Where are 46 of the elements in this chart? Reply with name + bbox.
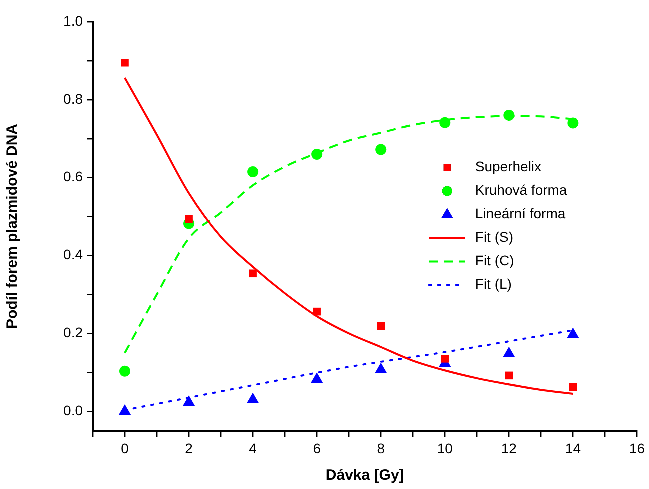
legend-label: Fit (L) <box>475 276 512 292</box>
point <box>505 372 514 380</box>
point <box>503 346 516 358</box>
point <box>569 383 578 392</box>
y-tick-label: 0.8 <box>64 90 84 107</box>
x-tick-label: 8 <box>377 440 386 456</box>
x-tick-label: 14 <box>565 440 582 456</box>
point <box>248 166 259 178</box>
y-tick-label: 0.6 <box>64 168 84 185</box>
point <box>312 148 323 160</box>
point <box>121 59 129 67</box>
point <box>375 362 388 374</box>
point <box>504 110 515 121</box>
x-tick-label: 12 <box>501 440 518 456</box>
point <box>249 270 257 278</box>
legend-label: Kruhová forma <box>475 182 568 198</box>
legend-label: Fit (C) <box>475 252 514 269</box>
y-tick-label: 1.0 <box>64 12 84 29</box>
x-tick-label: 10 <box>437 440 454 456</box>
x-tick-label: 6 <box>313 440 322 456</box>
x-tick-label: 4 <box>249 440 258 456</box>
y-tick-label: 0.4 <box>64 246 84 263</box>
y-axis-title: Podíl forem plazmidové DNA <box>4 124 22 330</box>
point <box>313 308 321 316</box>
point <box>311 372 324 384</box>
point <box>182 396 196 406</box>
x-axis-title: Dávka [Gy] <box>326 467 404 484</box>
point <box>440 117 451 128</box>
y-tick-label: 0.0 <box>64 402 84 418</box>
point <box>118 404 132 416</box>
legend-label: Fit (S) <box>475 229 514 246</box>
y-tick-label: 0.2 <box>64 324 84 340</box>
legend-label: Lineární forma <box>475 206 566 222</box>
legend-label: Superhelix <box>475 158 542 175</box>
x-tick-label: 2 <box>185 440 194 456</box>
x-tick-label: 16 <box>629 440 646 456</box>
point <box>377 322 386 330</box>
point <box>567 328 580 338</box>
point <box>376 144 387 156</box>
point <box>568 118 579 129</box>
line-series <box>124 77 574 395</box>
point <box>441 355 450 363</box>
point <box>185 215 193 223</box>
point <box>120 366 131 377</box>
point <box>247 392 260 404</box>
x-tick-label: 0 <box>121 440 130 456</box>
